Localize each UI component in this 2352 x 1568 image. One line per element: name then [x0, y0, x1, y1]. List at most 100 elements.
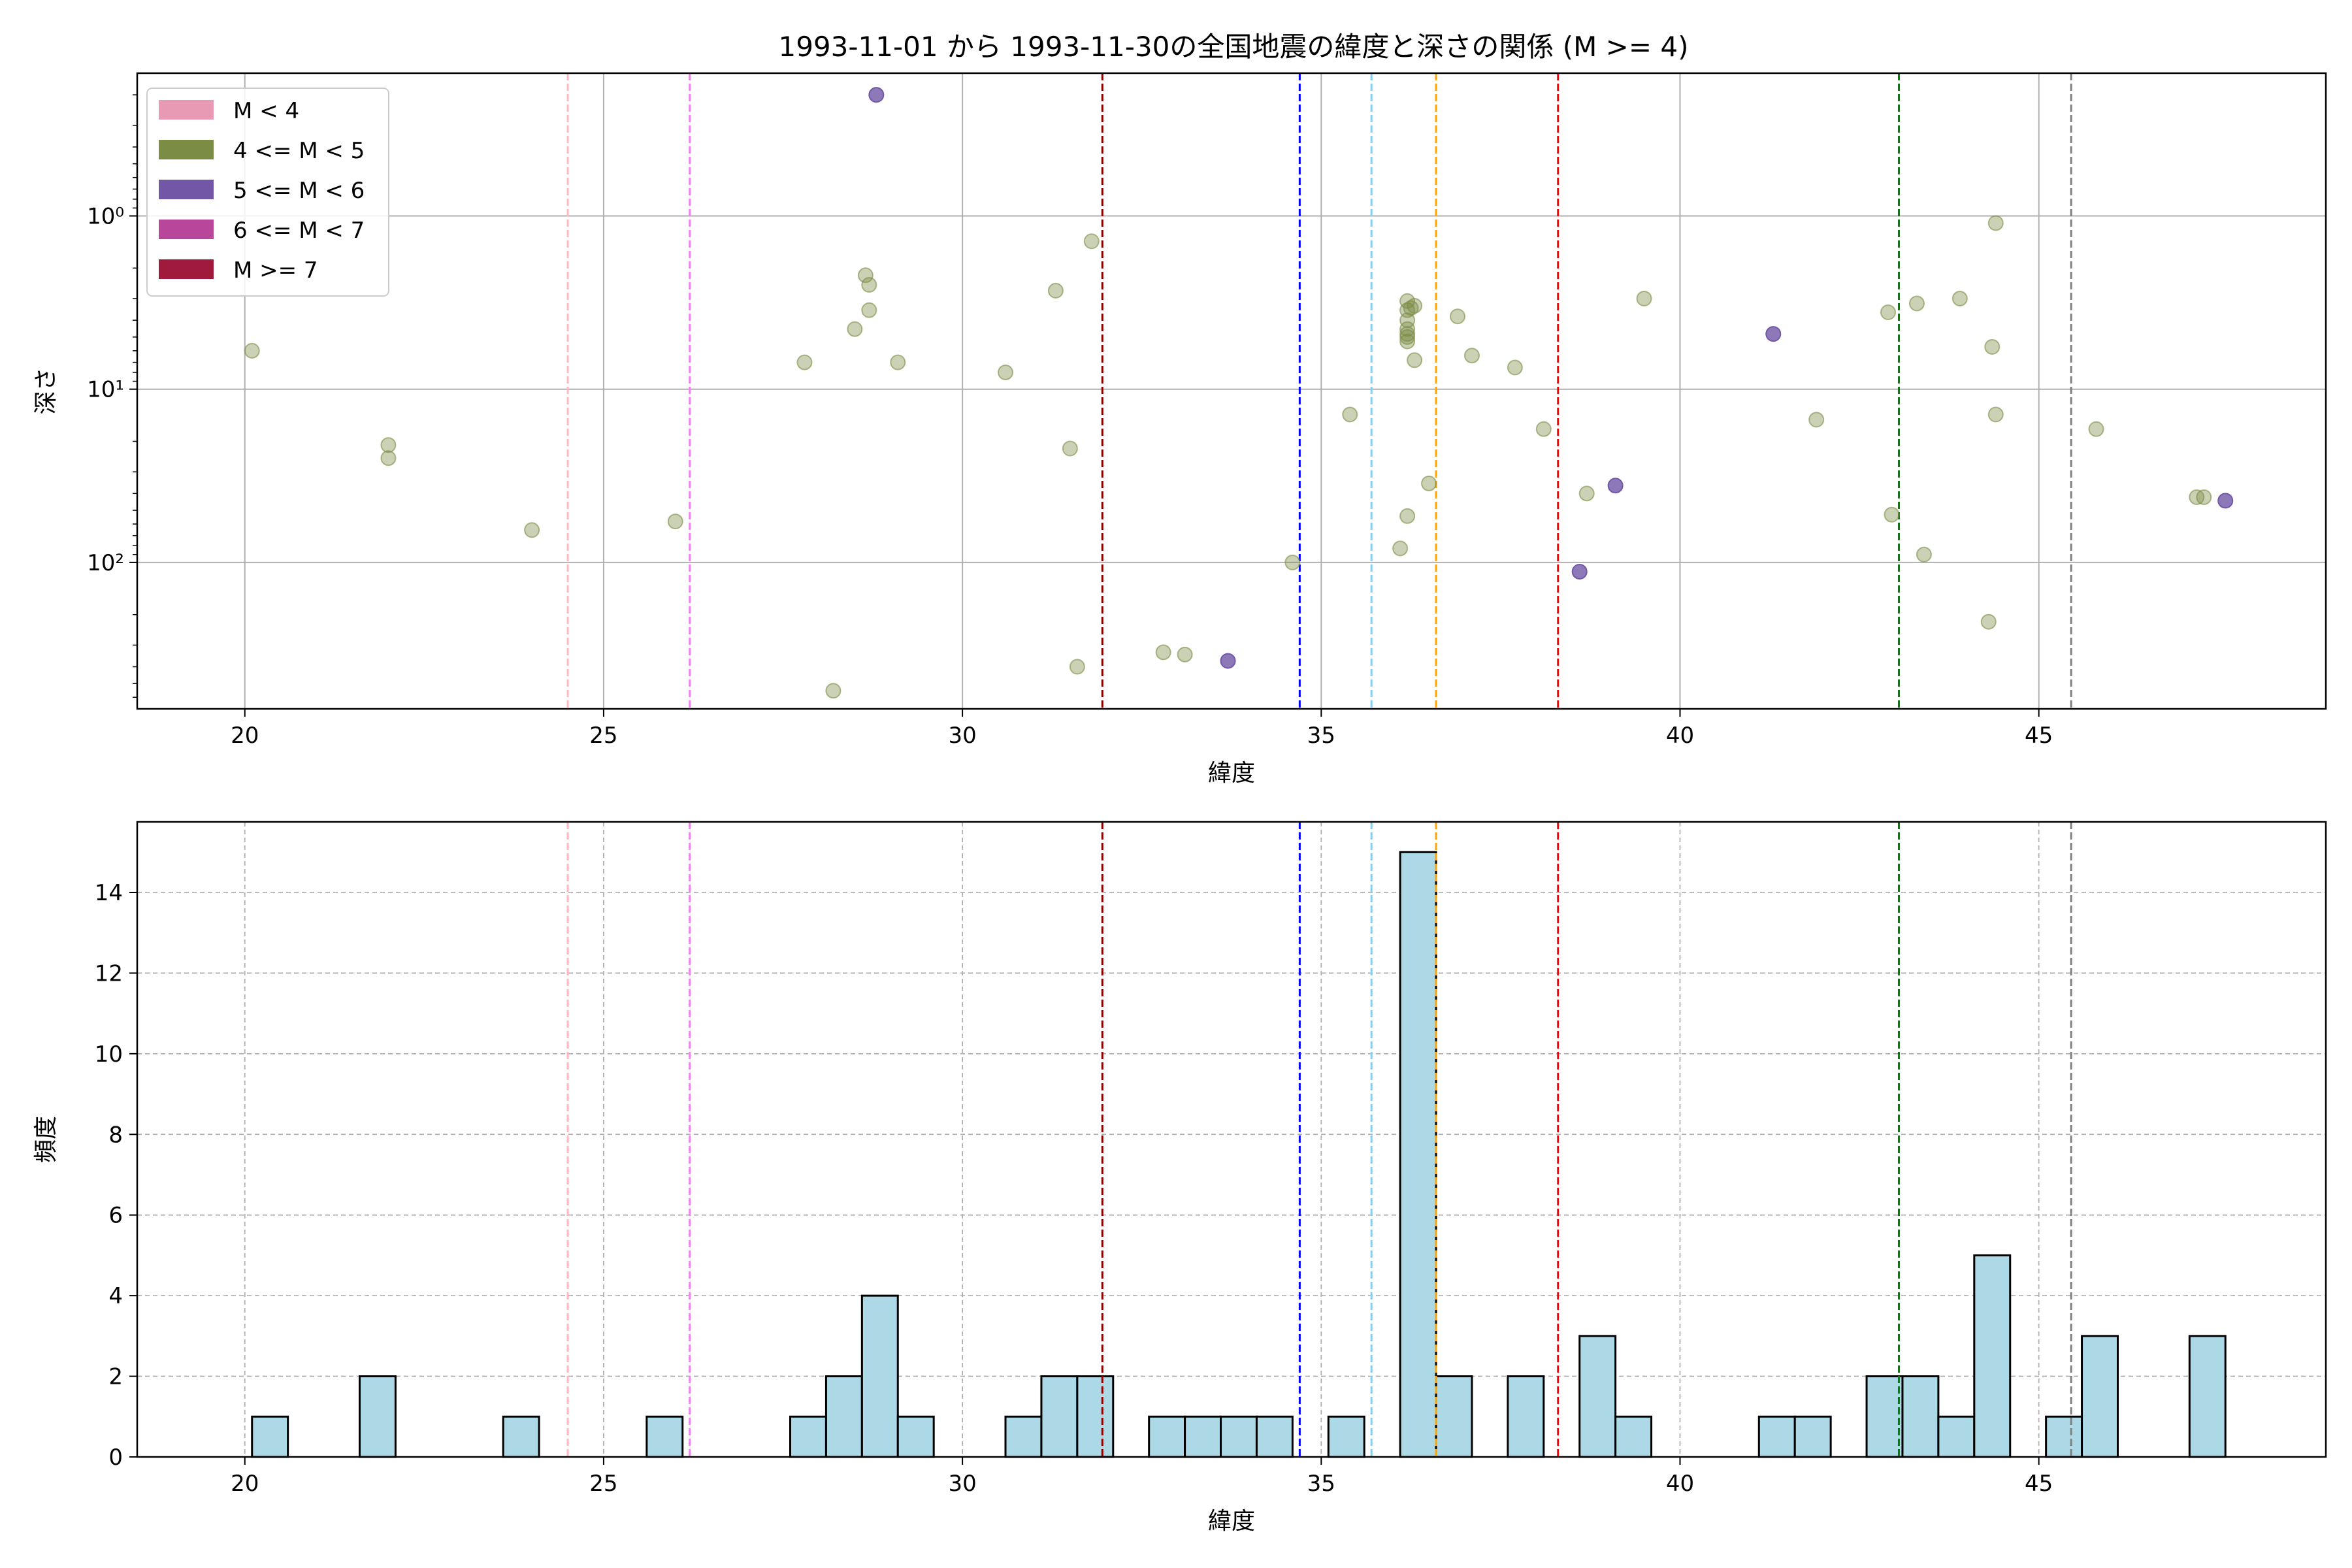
- legend-swatch: [159, 259, 214, 279]
- data-point: [1636, 291, 1652, 307]
- legend-swatch: [159, 140, 214, 159]
- histogram-bar: [645, 1415, 684, 1458]
- data-point: [1399, 312, 1416, 329]
- histogram-bar: [1614, 1415, 1653, 1458]
- data-point: [1399, 329, 1416, 345]
- histogram-bar: [1937, 1415, 1976, 1458]
- histogram-bar: [1255, 1415, 1294, 1458]
- scatter-panel: 20 25 30 35 40 45 10⁰ 10¹ 10² 緯度 深さ M < 4 4 <= M < 5…: [33, 72, 2327, 787]
- data-point: [1155, 644, 1171, 661]
- y-tick-label: 12: [95, 960, 123, 987]
- y-tick-label: 6: [108, 1203, 123, 1229]
- data-point: [1220, 653, 1236, 669]
- data-point: [1062, 440, 1078, 457]
- histogram-panel: 20 25 30 35 40 45 0 2 4 6 8 10 12 14 緯度 頻度: [33, 821, 2327, 1535]
- data-point: [1463, 348, 1480, 364]
- data-point: [1880, 304, 1896, 321]
- histogram-bar: [251, 1415, 289, 1458]
- x-tick-label: 20: [231, 723, 259, 749]
- data-point: [868, 87, 885, 103]
- data-point: [380, 437, 397, 453]
- data-point: [1069, 659, 1085, 675]
- y-tick-label: 10¹: [87, 377, 124, 403]
- data-point: [857, 267, 874, 284]
- legend-label: 5 <= M < 6: [233, 178, 365, 204]
- y-tick-label: 10⁰: [87, 203, 124, 229]
- x-tick-label: 25: [589, 723, 617, 749]
- data-point: [1535, 421, 1552, 437]
- data-point: [667, 514, 683, 530]
- histogram-bar: [502, 1415, 540, 1458]
- data-point: [998, 364, 1014, 380]
- x-tick-label: 40: [1666, 723, 1694, 749]
- data-point: [796, 354, 813, 370]
- data-point: [1399, 333, 1416, 350]
- y-tick-label: 10: [95, 1041, 123, 1068]
- data-point: [825, 683, 841, 699]
- data-point: [1399, 321, 1416, 337]
- y-axis-label: 深さ: [33, 367, 59, 414]
- data-point: [1578, 485, 1595, 502]
- data-point: [1421, 475, 1437, 491]
- data-point: [861, 277, 877, 293]
- data-point: [1047, 282, 1064, 299]
- x-axis-label: 緯度: [1208, 760, 1255, 787]
- data-point: [524, 522, 540, 538]
- histogram-bar: [1220, 1415, 1258, 1458]
- y-tick-label: 0: [108, 1445, 123, 1471]
- x-tick-label: 45: [2025, 723, 2053, 749]
- y-tick-label: 14: [95, 880, 123, 906]
- histogram-bar: [1865, 1375, 1904, 1458]
- plot-frame: [136, 72, 2327, 710]
- data-point: [1342, 406, 1358, 423]
- x-tick-label: 40: [1666, 1471, 1694, 1497]
- data-point: [1916, 546, 1932, 563]
- data-point: [1987, 406, 2004, 423]
- legend-label: M < 4: [233, 98, 299, 124]
- histogram-bar: [1507, 1375, 1545, 1458]
- data-point: [380, 450, 397, 466]
- legend-swatch: [159, 100, 214, 120]
- legend-swatch: [159, 220, 214, 239]
- histogram-bar: [860, 1294, 899, 1458]
- histogram-bar: [1184, 1415, 1222, 1458]
- histogram-bar: [1327, 1415, 1365, 1458]
- y-tick-label: 10²: [87, 550, 124, 576]
- histogram-bar: [1578, 1335, 1617, 1458]
- y-tick-label: 2: [108, 1364, 123, 1390]
- histogram-bar: [1973, 1254, 2012, 1458]
- data-point: [1399, 508, 1416, 524]
- histogram-bar: [1076, 1375, 1115, 1458]
- data-point: [847, 321, 863, 337]
- y-tick-label: 8: [108, 1122, 123, 1148]
- data-point: [1984, 338, 2001, 355]
- data-point: [1284, 554, 1301, 570]
- legend-label: 4 <= M < 5: [233, 138, 365, 164]
- data-point: [1987, 215, 2004, 231]
- histogram-bar: [2081, 1335, 2119, 1458]
- data-point: [2088, 421, 2104, 437]
- data-point: [1407, 352, 1423, 368]
- chart-title: 1993-11-01 から 1993-11-30の全国地震の緯度と深さの関係 (…: [778, 31, 1688, 63]
- y-tick-label: 4: [108, 1283, 123, 1309]
- x-tick-label: 25: [589, 1471, 617, 1497]
- data-point: [890, 354, 906, 370]
- data-point: [1571, 563, 1588, 580]
- legend-label: M >= 7: [233, 257, 318, 284]
- data-point: [244, 342, 260, 359]
- x-tick-label: 45: [2025, 1471, 2053, 1497]
- x-axis-label: 緯度: [1208, 1508, 1255, 1535]
- data-point: [1980, 613, 1997, 630]
- histogram-bar: [1040, 1375, 1079, 1458]
- data-point: [1507, 359, 1523, 376]
- histogram-bar: [358, 1375, 397, 1458]
- data-point: [1449, 308, 1465, 325]
- data-point: [861, 302, 877, 318]
- histogram-bar: [1399, 851, 1437, 1458]
- histogram-bar: [2045, 1415, 2083, 1458]
- data-point: [2217, 493, 2234, 509]
- data-point: [1607, 478, 1624, 494]
- x-tick-label: 30: [948, 723, 976, 749]
- y-axis-label: 頻度: [33, 1116, 59, 1163]
